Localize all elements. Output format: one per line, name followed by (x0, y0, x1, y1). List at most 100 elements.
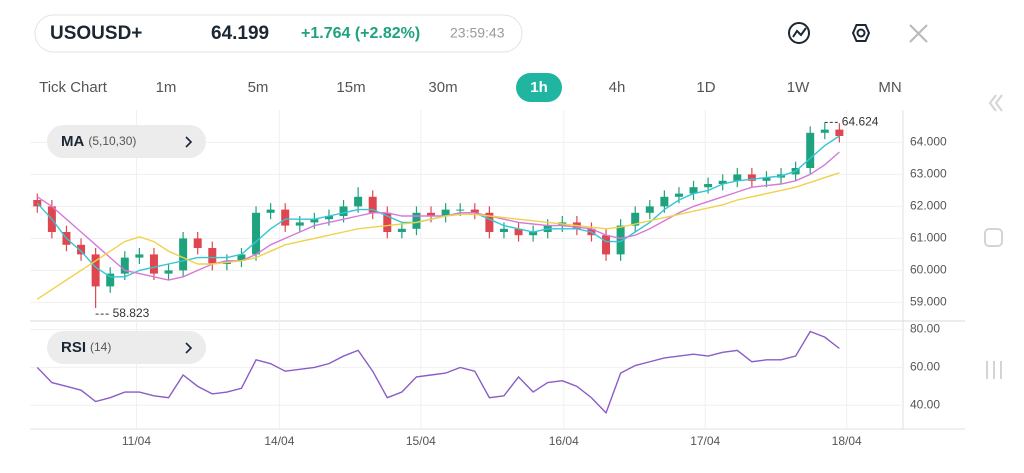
candle-body (499, 228, 508, 232)
candle-body (324, 216, 333, 220)
candle-body (645, 206, 654, 213)
close-button[interactable] (909, 24, 928, 43)
candle-body (354, 196, 363, 207)
y-tick-label: 40.00 (910, 397, 940, 411)
x-tick-label: 15/04 (406, 434, 436, 448)
candle-body (835, 129, 844, 136)
candle-body (237, 254, 246, 261)
y-tick-label: 61.000 (910, 231, 947, 245)
candle-body (266, 209, 275, 213)
candle-body (718, 180, 727, 184)
indicator-line (36, 172, 840, 300)
candle-body (77, 244, 86, 255)
timeframe[interactable]: 4h (609, 79, 626, 96)
timeframe[interactable]: Tick Chart (39, 79, 108, 96)
candle-body (368, 196, 377, 213)
timeframe[interactable]: 1m (156, 79, 177, 96)
indicator-pills: MA (5,10,30) RSI (14) (47, 125, 206, 364)
candle-body (135, 254, 144, 258)
indicator-button[interactable] (788, 22, 810, 44)
side-handle[interactable] (986, 361, 1002, 379)
candle-body (529, 232, 538, 236)
candle-body (660, 196, 669, 207)
indicator-name: MA (61, 133, 84, 150)
candle-body (106, 273, 115, 287)
symbol: USOUSD+ (50, 23, 142, 44)
candle-body (485, 212, 494, 232)
candle-body (339, 206, 348, 216)
candle-body (602, 235, 611, 255)
candle-body (456, 209, 465, 211)
indicator-params: (14) (90, 340, 111, 354)
price-change: +1.764 (+2.82%) (301, 25, 420, 42)
candle-body (674, 193, 683, 197)
candle-body (806, 132, 815, 168)
timeframe[interactable]: 15m (336, 79, 365, 96)
candle-body (631, 212, 640, 226)
timeframe[interactable]: 5m (248, 79, 269, 96)
candle-body (441, 209, 450, 216)
candle-body (747, 174, 756, 181)
timeframe[interactable]: 1W (787, 79, 810, 96)
x-tick-label: 14/04 (264, 434, 294, 448)
indicator-params: (5,10,30) (88, 134, 136, 148)
candle-body (120, 257, 129, 274)
chart-area: 59.000 60.000 61.000 62.000 63.000 64.000 11/0… (30, 110, 965, 448)
y-tick-label: 64.000 (910, 135, 947, 149)
max-label: 64.624 (842, 115, 879, 129)
candle-body (762, 177, 771, 181)
timeframe[interactable]: 1D (696, 79, 715, 96)
price: 64.199 (211, 23, 269, 44)
timeframe-active-bg[interactable] (516, 73, 562, 102)
y-tick-label: 60.000 (910, 263, 947, 277)
candle-body (164, 270, 173, 274)
settings-button[interactable] (851, 24, 871, 42)
candle-body (252, 212, 261, 255)
x-tick-label: 11/04 (122, 434, 151, 448)
indicator-pill[interactable] (47, 331, 206, 364)
candle-body (310, 219, 319, 223)
timeframe-bar: Tick Chart 1m 5m 15m 30m 1h 4h 1D 1W MN (39, 73, 902, 102)
candle-body (412, 212, 421, 229)
candle-body (514, 228, 523, 236)
candle-body (704, 184, 713, 188)
y-tick-label: 60.00 (910, 360, 940, 374)
candle-body (427, 212, 436, 216)
y-tick-label: 59.000 (910, 295, 947, 309)
candle-body (616, 225, 625, 255)
indicator-line (36, 151, 840, 281)
timeframe[interactable]: 30m (428, 79, 457, 96)
x-tick-label: 17/04 (690, 434, 720, 448)
indicator-line (36, 330, 840, 415)
candle-body (149, 254, 158, 274)
x-tick-label: 18/04 (832, 434, 862, 448)
candle-body (470, 209, 479, 213)
x-tick-label: 16/04 (549, 434, 579, 448)
side-collapse[interactable] (988, 94, 1003, 112)
candle-body (179, 238, 188, 271)
indicator-chevron[interactable] (185, 136, 193, 148)
candle-body (820, 129, 829, 133)
candle-body (397, 228, 406, 232)
timeframe[interactable]: 1h (530, 79, 548, 96)
candle-body (281, 209, 290, 226)
y-tick-label: 63.000 (910, 167, 947, 181)
symbol-bar[interactable] (34, 14, 523, 53)
y-tick-label: 62.000 (910, 199, 947, 213)
candle-body (208, 248, 217, 264)
indicator-name: RSI (61, 339, 86, 356)
candle-body (733, 174, 742, 181)
side-square[interactable] (984, 228, 1003, 247)
indicator-pill[interactable] (47, 125, 206, 158)
y-tick-label: 80.00 (910, 322, 940, 336)
clock: 23:59:43 (450, 25, 505, 41)
candle-body (91, 254, 100, 287)
candle-body (295, 222, 304, 226)
candle-body (689, 187, 698, 194)
indicator-chevron[interactable] (185, 342, 193, 354)
min-label: 58.823 (113, 306, 150, 320)
timeframe[interactable]: MN (878, 79, 901, 96)
candle-body (383, 212, 392, 232)
